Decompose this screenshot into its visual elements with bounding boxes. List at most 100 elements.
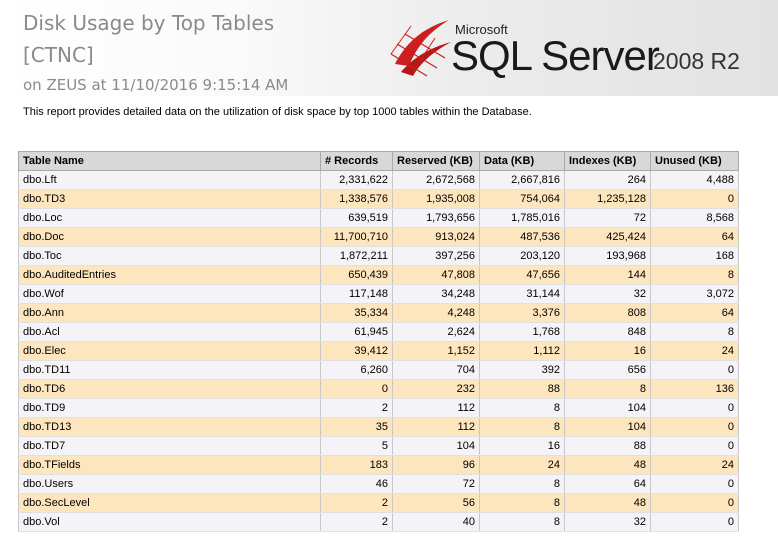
table-row: dbo.Lft 2,331,622 2,672,568 2,667,816 264 4,4… (18, 170, 739, 190)
report-title: Disk Usage by Top Tables (23, 11, 275, 35)
cell-records: 2 (320, 398, 393, 418)
logo-product: SQL Server (451, 32, 660, 79)
cell-data: 47,656 (479, 265, 565, 285)
table-row: dbo.Ann 35,334 4,248 3,376 808 64 (18, 303, 739, 323)
cell-reserved: 112 (392, 398, 480, 418)
cell-data: 8 (479, 512, 565, 532)
table-row: dbo.TD11 6,260 704 392 656 0 (18, 360, 739, 380)
cell-records: 61,945 (320, 322, 393, 342)
cell-unused: 8,568 (650, 208, 739, 228)
table-body: dbo.Lft 2,331,622 2,672,568 2,667,816 264 4,4… (18, 170, 739, 532)
cell-indexes: 656 (564, 360, 651, 380)
table-row: dbo.Wof 117,148 34,248 31,144 32 3,072 (18, 284, 739, 304)
cell-indexes: 32 (564, 512, 651, 532)
cell-data: 8 (479, 417, 565, 437)
cell-unused: 0 (650, 493, 739, 513)
cell-data: 1,785,016 (479, 208, 565, 228)
cell-unused: 64 (650, 227, 739, 247)
report-timestamp: on ZEUS at 11/10/2016 9:15:14 AM (23, 76, 289, 94)
cell-indexes: 1,235,128 (564, 189, 651, 209)
cell-data: 1,112 (479, 341, 565, 361)
cell-table-name: dbo.Ann (18, 303, 321, 323)
database-name: [CTNC] (23, 43, 94, 67)
cell-table-name: dbo.Doc (18, 227, 321, 247)
table-row: dbo.Users 46 72 8 64 0 (18, 474, 739, 494)
cell-unused: 136 (650, 379, 739, 399)
column-header-records[interactable]: # Records (320, 151, 393, 171)
cell-unused: 24 (650, 341, 739, 361)
cell-table-name: dbo.TD3 (18, 189, 321, 209)
cell-records: 117,148 (320, 284, 393, 304)
cell-records: 5 (320, 436, 393, 456)
cell-indexes: 72 (564, 208, 651, 228)
table-row: dbo.TD6 0 232 88 8 136 (18, 379, 739, 399)
cell-data: 392 (479, 360, 565, 380)
cell-table-name: dbo.TD11 (18, 360, 321, 380)
cell-indexes: 144 (564, 265, 651, 285)
cell-table-name: dbo.Loc (18, 208, 321, 228)
cell-reserved: 40 (392, 512, 480, 532)
table-row: dbo.AuditedEntries 650,439 47,808 47,656 144… (18, 265, 739, 285)
table-row: dbo.Loc 639,519 1,793,656 1,785,016 72 8,568 (18, 208, 739, 228)
cell-table-name: dbo.TD9 (18, 398, 321, 418)
column-header-indexes[interactable]: Indexes (KB) (564, 151, 651, 171)
cell-reserved: 72 (392, 474, 480, 494)
cell-unused: 0 (650, 417, 739, 437)
cell-reserved: 1,935,008 (392, 189, 480, 209)
cell-unused: 4,488 (650, 170, 739, 190)
table-row: dbo.TD13 35 112 8 104 0 (18, 417, 739, 437)
cell-records: 639,519 (320, 208, 393, 228)
cell-unused: 64 (650, 303, 739, 323)
cell-data: 8 (479, 493, 565, 513)
column-header-reserved[interactable]: Reserved (KB) (392, 151, 480, 171)
cell-reserved: 47,808 (392, 265, 480, 285)
cell-indexes: 425,424 (564, 227, 651, 247)
cell-data: 24 (479, 455, 565, 475)
sql-server-logo: Microsoft SQL Server 2008 R2 (387, 10, 772, 94)
cell-unused: 8 (650, 322, 739, 342)
cell-data: 754,064 (479, 189, 565, 209)
sql-server-swoosh-icon (390, 20, 451, 77)
cell-records: 1,338,576 (320, 189, 393, 209)
cell-reserved: 34,248 (392, 284, 480, 304)
cell-indexes: 848 (564, 322, 651, 342)
cell-unused: 0 (650, 360, 739, 380)
cell-data: 1,768 (479, 322, 565, 342)
cell-reserved: 112 (392, 417, 480, 437)
cell-indexes: 48 (564, 493, 651, 513)
cell-reserved: 232 (392, 379, 480, 399)
cell-indexes: 32 (564, 284, 651, 304)
disk-usage-table-container: Table Name # Records Reserved (KB) Data … (18, 151, 739, 532)
cell-records: 6,260 (320, 360, 393, 380)
table-row: dbo.Elec 39,412 1,152 1,112 16 24 (18, 341, 739, 361)
cell-records: 1,872,211 (320, 246, 393, 266)
cell-data: 3,376 (479, 303, 565, 323)
cell-data: 16 (479, 436, 565, 456)
cell-reserved: 4,248 (392, 303, 480, 323)
report-description: This report provides detailed data on th… (23, 106, 532, 118)
cell-records: 2,331,622 (320, 170, 393, 190)
cell-indexes: 48 (564, 455, 651, 475)
cell-data: 203,120 (479, 246, 565, 266)
cell-table-name: dbo.TFields (18, 455, 321, 475)
table-row: dbo.Doc 11,700,710 913,024 487,536 425,424 64 (18, 227, 739, 247)
table-row: dbo.TD9 2 112 8 104 0 (18, 398, 739, 418)
table-row: dbo.SecLevel 2 56 8 48 0 (18, 493, 739, 513)
cell-reserved: 704 (392, 360, 480, 380)
table-row: dbo.Acl 61,945 2,624 1,768 848 8 (18, 322, 739, 342)
cell-records: 2 (320, 493, 393, 513)
cell-table-name: dbo.Elec (18, 341, 321, 361)
cell-records: 2 (320, 512, 393, 532)
report-header: Disk Usage by Top Tables [CTNC] on ZEUS … (0, 0, 778, 96)
column-header-data[interactable]: Data (KB) (479, 151, 565, 171)
table-row: dbo.TD3 1,338,576 1,935,008 754,064 1,235,12… (18, 189, 739, 209)
cell-reserved: 104 (392, 436, 480, 456)
cell-indexes: 16 (564, 341, 651, 361)
cell-records: 39,412 (320, 341, 393, 361)
column-header-unused[interactable]: Unused (KB) (650, 151, 739, 171)
cell-table-name: dbo.AuditedEntries (18, 265, 321, 285)
cell-indexes: 104 (564, 398, 651, 418)
cell-indexes: 64 (564, 474, 651, 494)
column-header-table-name[interactable]: Table Name (18, 151, 321, 171)
cell-reserved: 1,152 (392, 341, 480, 361)
